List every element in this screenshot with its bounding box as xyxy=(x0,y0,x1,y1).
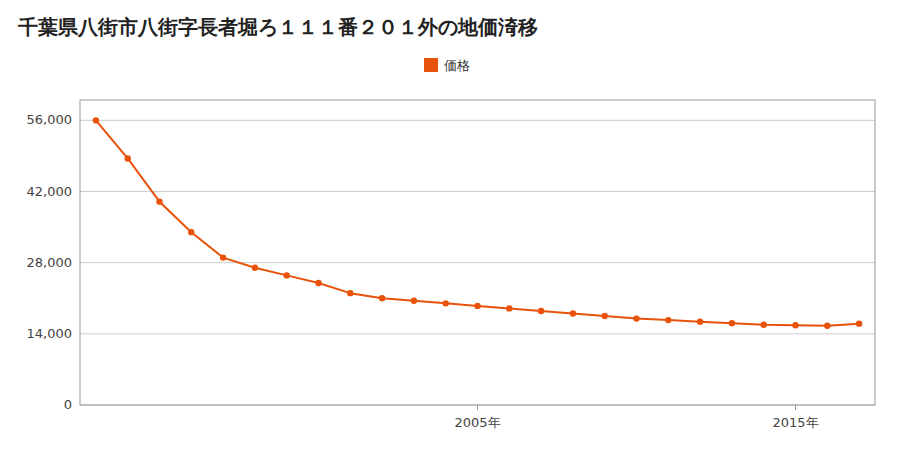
point xyxy=(506,305,512,311)
grid-line xyxy=(80,262,875,263)
point xyxy=(729,320,735,326)
grid-line xyxy=(80,333,875,334)
point xyxy=(156,198,162,204)
y-tick-label: 28,000 xyxy=(27,255,73,270)
data xyxy=(93,117,863,329)
point xyxy=(474,303,480,309)
background xyxy=(0,0,900,450)
point xyxy=(347,290,353,296)
x-tick xyxy=(477,405,478,410)
point xyxy=(315,280,321,286)
x-tick xyxy=(795,405,796,410)
title: 千葉県八街市八街字長者堀ろ１１１番２０１外の地価渏移 xyxy=(17,15,538,39)
y-tick-label: 14,000 xyxy=(27,326,73,341)
point xyxy=(633,315,639,321)
point xyxy=(93,117,99,123)
point xyxy=(252,265,258,271)
point xyxy=(411,298,417,304)
grid-line xyxy=(80,120,875,121)
grid-line xyxy=(80,191,875,192)
point xyxy=(188,229,194,235)
point xyxy=(665,317,671,323)
x-tick-label: 2015年 xyxy=(772,415,818,430)
point xyxy=(856,320,862,326)
point xyxy=(443,300,449,306)
point xyxy=(379,295,385,301)
y-tick-label: 42,000 xyxy=(27,184,73,199)
axes: 0 14,000 28,000 42,000 56,000 2005年 2015年 xyxy=(27,100,876,430)
y-tick-label: 56,000 xyxy=(27,112,73,127)
plot-frame xyxy=(80,100,875,405)
legend-swatch xyxy=(424,58,438,72)
point xyxy=(538,308,544,314)
x-tick-label: 2005年 xyxy=(454,415,500,430)
point xyxy=(125,155,131,161)
point xyxy=(570,310,576,316)
point xyxy=(761,321,767,327)
point xyxy=(602,313,608,319)
legend-label: 価格 xyxy=(444,58,470,73)
point xyxy=(220,254,226,260)
y-tick-label: 0 xyxy=(64,397,72,412)
line xyxy=(96,120,859,325)
chart: 千葉県八街市八街字長者堀ろ１１１番２０１外の地価渏移価格 0 14,000 28,00… xyxy=(0,0,900,450)
legend: 価格 xyxy=(424,58,470,73)
point xyxy=(284,272,290,278)
point xyxy=(824,323,830,329)
point xyxy=(792,322,798,328)
point xyxy=(697,318,703,324)
